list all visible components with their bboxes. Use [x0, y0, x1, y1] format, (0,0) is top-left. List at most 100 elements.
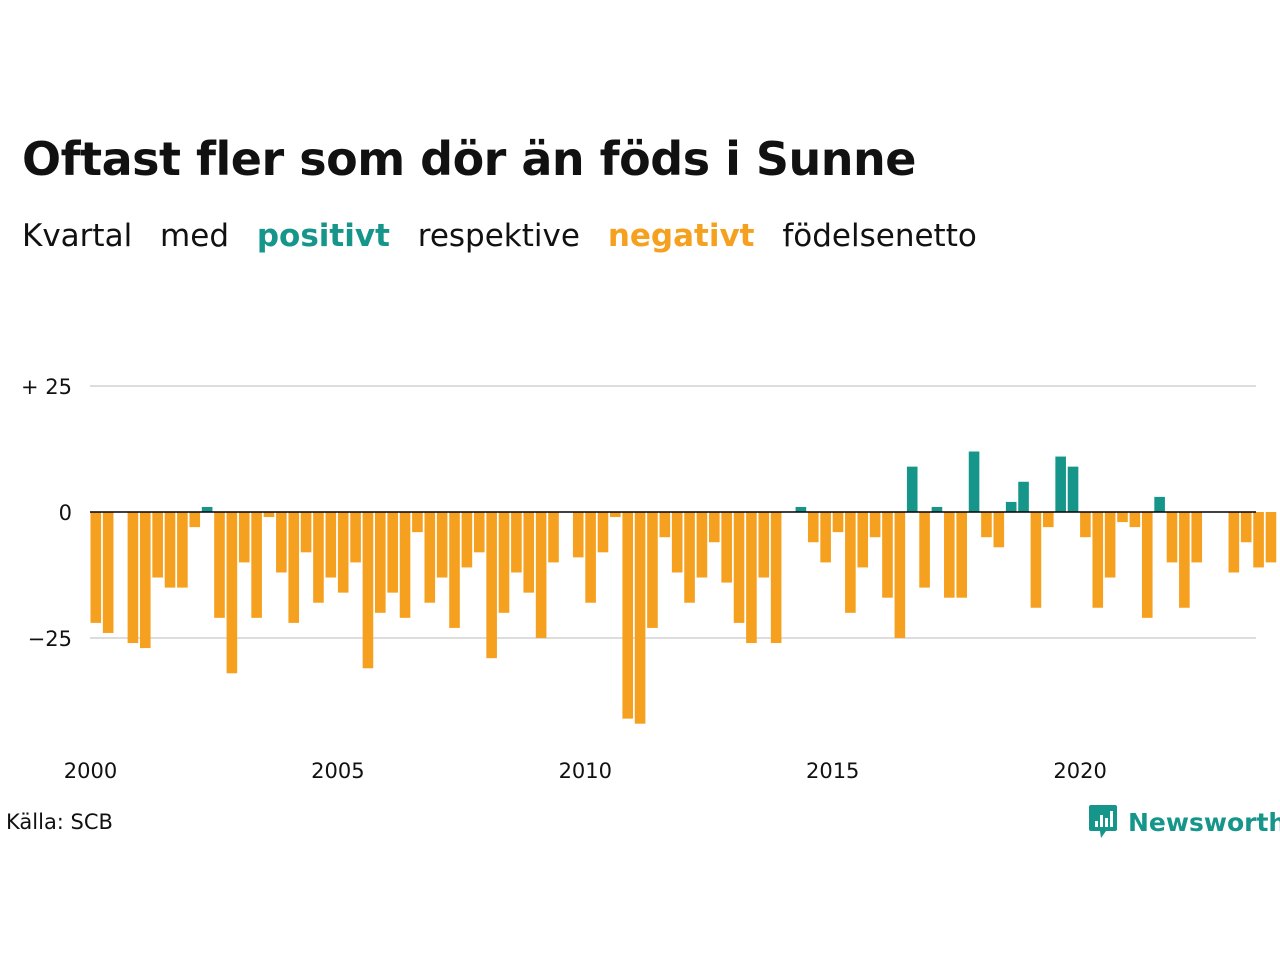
- subtitle-word-med: med: [160, 218, 229, 254]
- bar-negative: [1228, 512, 1240, 573]
- bar-negative: [1042, 512, 1054, 528]
- bar-negative: [486, 512, 497, 659]
- bar-negative: [944, 512, 955, 598]
- x-tick-label: 2010: [559, 759, 612, 783]
- x-tick-label: 2000: [64, 759, 117, 783]
- bar-negative: [449, 512, 460, 628]
- bar-negative: [1129, 512, 1141, 528]
- bar-chart: + 25 0 −25 2000 2005 2010 2015 2020: [21, 375, 1277, 783]
- bar-negative: [1104, 512, 1116, 578]
- subtitle-word-fodelsenetto: födelsenetto: [782, 218, 977, 254]
- bar-negative: [820, 512, 831, 563]
- bar-negative: [659, 512, 671, 538]
- bar-negative: [152, 512, 163, 578]
- bar-negative: [733, 512, 745, 623]
- bar-negative: [709, 512, 720, 543]
- bar-negative: [226, 512, 238, 674]
- brand-logo: Newsworthy: [1088, 804, 1280, 840]
- chart-title: Oftast fler som dör än föds i Sunne: [22, 132, 916, 186]
- bar-negative: [807, 512, 819, 543]
- newsworthy-chart-icon: [1089, 805, 1117, 838]
- bar-negative: [671, 512, 683, 573]
- bar-negative: [684, 512, 695, 603]
- bar-negative: [102, 512, 114, 633]
- labels-layer: + 25 0 −25 2000 2005 2010 2015 2020: [21, 375, 1107, 783]
- x-tick-label: 2015: [806, 759, 859, 783]
- source-note: Källa: SCB: [6, 810, 113, 834]
- bar-negative: [1179, 512, 1190, 608]
- bar-negative: [1141, 512, 1153, 618]
- bar-negative: [548, 512, 559, 563]
- bar-negative: [1253, 512, 1264, 568]
- grid-layer: [90, 385, 1256, 639]
- bar-negative: [758, 512, 770, 578]
- bar-negative: [894, 512, 906, 638]
- bar-positive: [201, 506, 213, 512]
- bar-negative: [597, 512, 609, 553]
- subtitle-word-kvartal: Kvartal: [22, 218, 133, 254]
- bar-negative: [721, 512, 732, 583]
- bar-negative: [585, 512, 596, 603]
- bar-negative: [387, 512, 398, 593]
- bar-positive: [931, 506, 943, 512]
- bar-negative: [300, 512, 312, 553]
- bar-negative: [424, 512, 436, 603]
- bar-negative: [325, 512, 337, 578]
- bar-negative: [127, 512, 139, 644]
- bar-positive: [1005, 501, 1017, 512]
- bar-negative: [845, 512, 856, 613]
- subtitle-positive-label: positivt: [256, 218, 390, 254]
- bar-positive: [906, 466, 918, 512]
- bar-negative: [511, 512, 522, 573]
- bar-negative: [610, 512, 621, 518]
- bar-negative: [535, 512, 547, 638]
- bar-negative: [1117, 512, 1128, 523]
- y-tick-label: 0: [59, 501, 72, 525]
- bar-negative: [770, 512, 782, 644]
- bars-layer: [90, 451, 1277, 724]
- bar-negative: [139, 512, 151, 649]
- bar-negative: [313, 512, 324, 603]
- bar-negative: [1265, 512, 1277, 563]
- bar-positive: [968, 451, 980, 512]
- subtitle-word-respektive: respektive: [417, 218, 580, 254]
- bar-negative: [362, 512, 374, 669]
- x-tick-label: 2005: [311, 759, 364, 783]
- bar-negative: [288, 512, 300, 623]
- bar-negative: [337, 512, 349, 593]
- bar-negative: [189, 512, 201, 528]
- bar-positive: [1067, 466, 1079, 512]
- bar-negative: [869, 512, 881, 538]
- bar-negative: [523, 512, 535, 593]
- y-tick-label: −25: [28, 627, 72, 651]
- brand-name: Newsworthy: [1128, 807, 1280, 837]
- bar-negative: [919, 512, 930, 588]
- bar-negative: [276, 512, 287, 573]
- bar-negative: [436, 512, 448, 578]
- bar-negative: [956, 512, 967, 598]
- bar-positive: [1018, 481, 1029, 512]
- bar-negative: [498, 512, 510, 613]
- bar-negative: [399, 512, 411, 618]
- bar-negative: [238, 512, 250, 563]
- bar-negative: [696, 512, 708, 578]
- bar-negative: [832, 512, 844, 533]
- x-tick-label: 2020: [1053, 759, 1106, 783]
- bar-negative: [177, 512, 188, 588]
- bar-negative: [164, 512, 176, 588]
- bar-negative: [1166, 512, 1178, 563]
- bar-negative: [412, 512, 423, 533]
- bar-negative: [1240, 512, 1252, 543]
- bar-negative: [1191, 512, 1203, 563]
- bar-negative: [634, 512, 646, 724]
- bar-negative: [647, 512, 658, 628]
- bar-negative: [461, 512, 473, 568]
- bar-negative: [572, 512, 584, 558]
- bar-negative: [375, 512, 386, 613]
- bar-negative: [1030, 512, 1042, 608]
- bar-negative: [1092, 512, 1104, 608]
- bar-negative: [993, 512, 1005, 548]
- bar-negative: [1080, 512, 1091, 538]
- subtitle-negative-label: negativt: [607, 218, 755, 254]
- bar-negative: [882, 512, 893, 598]
